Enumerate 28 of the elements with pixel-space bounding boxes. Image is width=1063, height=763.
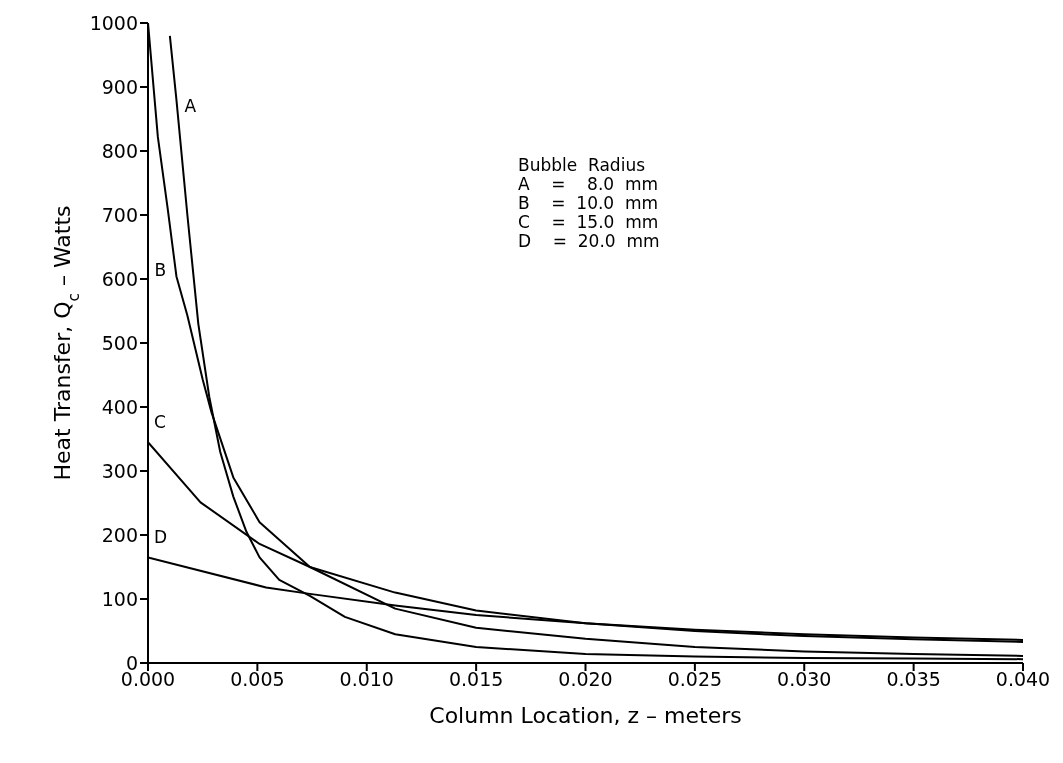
- annotation: A = 8.0 mm: [518, 174, 660, 194]
- y-tick-label: 900: [101, 75, 138, 98]
- y-tick-label: 700: [101, 203, 138, 226]
- annotation: B = 10.0 mm: [518, 193, 660, 213]
- x-tick-label: 0.035: [886, 668, 941, 691]
- y-tick-label: 200: [101, 523, 138, 546]
- x-tick-label: 0.005: [230, 668, 285, 691]
- y-tick-label: 400: [101, 395, 138, 418]
- annotation: C = 15.0 mm: [518, 212, 660, 232]
- series-label: D: [154, 527, 168, 548]
- x-tick-label: 0.015: [448, 668, 504, 691]
- annotation: Bubble Radius: [518, 155, 646, 175]
- x-tick-label: 0.030: [777, 668, 832, 691]
- x-tick-label: 0.010: [339, 668, 394, 691]
- y-tick-label: 600: [101, 267, 138, 290]
- x-tick-label: 0.040: [995, 668, 1051, 691]
- y-tick-label: 100: [101, 587, 138, 610]
- series-label: A: [184, 95, 197, 116]
- x-tick-label: 0.020: [558, 668, 613, 691]
- series-label: B: [154, 260, 167, 281]
- y-tick-label: 800: [101, 139, 138, 162]
- annotation: D = 20.0 mm: [518, 231, 660, 251]
- series-label: C: [154, 412, 166, 433]
- x-tick-label: 0.025: [667, 668, 723, 691]
- x-axis-title: Column Location, z – meters: [429, 703, 742, 728]
- y-tick-label: 1000: [89, 11, 138, 34]
- y-tick-label: 300: [101, 459, 138, 482]
- y-tick-label: 500: [101, 331, 138, 354]
